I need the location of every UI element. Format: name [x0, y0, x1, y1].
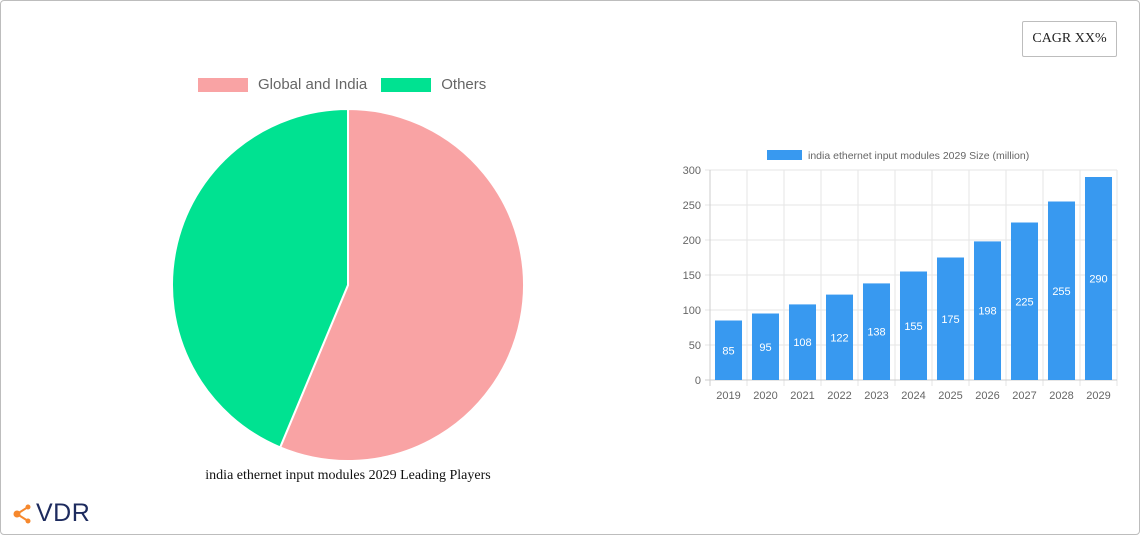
bar-value-label: 138	[867, 327, 885, 339]
bar-value-label: 155	[904, 321, 922, 333]
legend-label: Global and India	[258, 76, 368, 93]
bar-2028[interactable]	[1047, 201, 1076, 381]
legend-label: Others	[441, 76, 487, 93]
bar-2021[interactable]	[788, 304, 817, 380]
pie-slice-others[interactable]	[171, 107, 349, 449]
pie-chart	[171, 107, 525, 462]
bar-value-label: 198	[978, 306, 996, 318]
bar-2027[interactable]	[1010, 222, 1039, 381]
y-tick-label: 150	[683, 270, 701, 282]
bar-2020[interactable]	[751, 313, 780, 381]
bar-2023[interactable]	[862, 283, 891, 380]
bar-value-label: 95	[759, 342, 771, 354]
bar-2029[interactable]	[1084, 177, 1113, 380]
logo-text: VDR	[36, 499, 91, 527]
bar-2022[interactable]	[825, 294, 854, 380]
x-tick-label: 2025	[938, 390, 962, 402]
legend-item-others[interactable]: Others	[381, 76, 486, 93]
bar-2019[interactable]	[714, 320, 743, 381]
x-tick-label: 2021	[790, 390, 814, 402]
vdr-logo: VDR	[12, 499, 90, 528]
pie-slice-global-and-india[interactable]	[278, 107, 525, 462]
x-tick-label: 2029	[1086, 390, 1110, 402]
bar-legend[interactable]: india ethernet input modules 2029 Size (…	[767, 150, 1029, 162]
x-tick-label: 2020	[753, 390, 777, 402]
bar-value-label: 225	[1015, 296, 1033, 308]
y-tick-label: 200	[683, 235, 701, 247]
legend-item-global-india[interactable]: Global and India	[198, 76, 367, 93]
cagr-button[interactable]: CAGR XX%	[1022, 21, 1117, 57]
x-tick-label: 2024	[901, 390, 925, 402]
x-tick-label: 2019	[716, 390, 740, 402]
x-tick-label: 2027	[1012, 390, 1036, 402]
bar-2026[interactable]	[973, 241, 1002, 380]
bar-value-label: 108	[793, 337, 811, 349]
x-tick-label: 2023	[864, 390, 888, 402]
share-nodes-icon	[13, 504, 31, 523]
y-tick-label: 50	[689, 340, 701, 352]
pie-chart-title: india ethernet input modules 2029 Leadin…	[205, 468, 491, 483]
y-tick-label: 0	[695, 375, 701, 387]
bar-2024[interactable]	[899, 271, 928, 381]
x-tick-label: 2026	[975, 390, 999, 402]
bar-value-label: 255	[1052, 286, 1070, 298]
legend-swatch	[198, 77, 248, 92]
y-tick-label: 300	[683, 165, 701, 177]
bar-value-label: 290	[1089, 274, 1107, 286]
x-tick-label: 2022	[827, 390, 851, 402]
bar-2025[interactable]	[936, 257, 965, 381]
y-tick-label: 100	[683, 305, 701, 317]
bar-chart: india ethernet input modules 2029 Size (…	[683, 150, 1118, 402]
y-tick-label: 250	[683, 200, 701, 212]
bar-value-label: 85	[722, 345, 734, 357]
bar-value-label: 175	[941, 314, 959, 326]
pie-legend: Global and India Others	[198, 76, 500, 93]
bar-value-label: 122	[830, 332, 848, 344]
legend-swatch	[381, 77, 432, 92]
x-tick-label: 2028	[1049, 390, 1073, 402]
bar-legend-label: india ethernet input modules 2029 Size (…	[808, 150, 1029, 162]
